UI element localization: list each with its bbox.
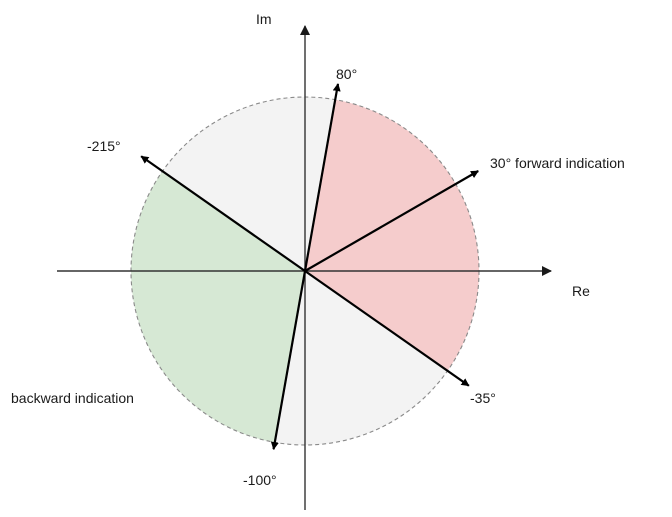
label-minus-215: -215° xyxy=(87,138,121,154)
vector-minus-35 xyxy=(304,270,470,387)
label-80: 80° xyxy=(336,66,357,82)
region-forward xyxy=(305,99,479,371)
label-backward-indication: backward indication xyxy=(11,390,134,406)
vector-minus-215 xyxy=(140,155,306,272)
region-neutral-lower xyxy=(274,271,448,446)
real-axis-label: Re xyxy=(572,283,590,299)
region-backward xyxy=(131,171,305,443)
vector-30 xyxy=(304,170,479,272)
vectors-layer xyxy=(140,83,479,451)
label-minus-35: -35° xyxy=(470,390,496,406)
label-30-forward: 30° forward indication xyxy=(490,155,625,171)
label-minus-100: -100° xyxy=(243,472,277,488)
vector-minus-100 xyxy=(270,270,307,451)
region-neutral-upper xyxy=(162,96,336,271)
vector-80 xyxy=(303,83,341,272)
imaginary-axis-label: Im xyxy=(256,11,272,27)
regions-layer xyxy=(131,96,479,446)
